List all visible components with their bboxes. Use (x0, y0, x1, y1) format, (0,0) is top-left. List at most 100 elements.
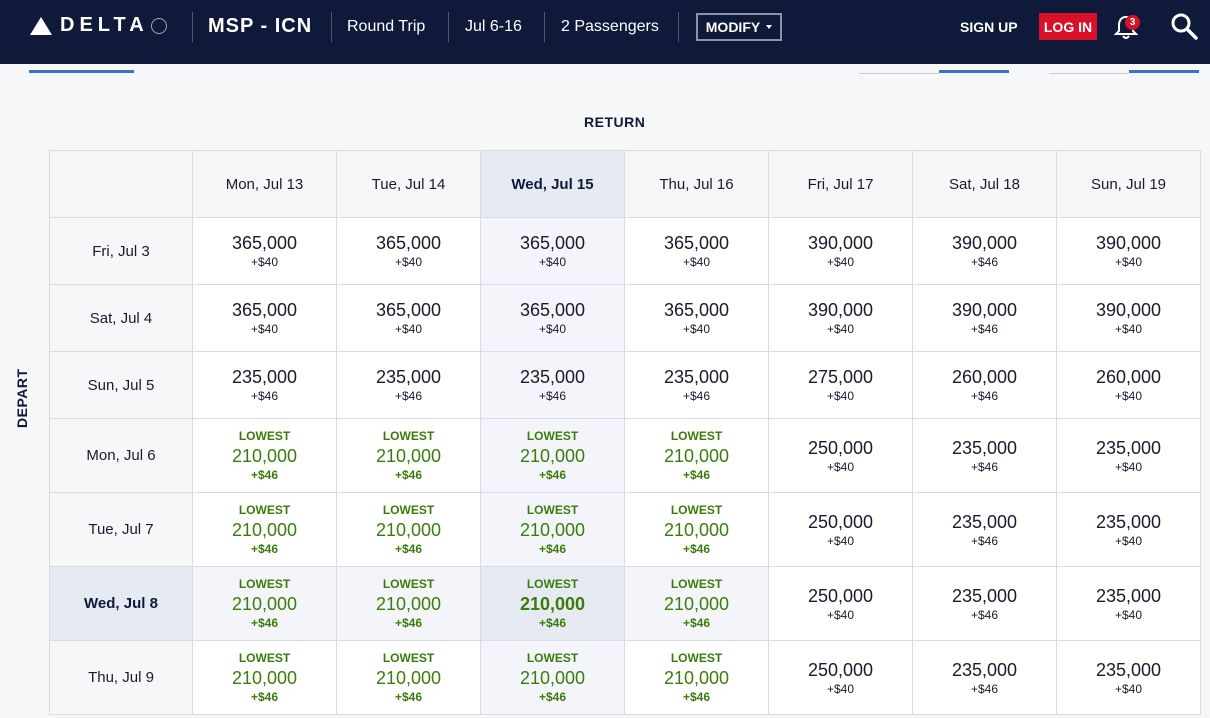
fare-cell[interactable]: 365,000 +$40 (336, 284, 481, 352)
skyteam-icon (150, 17, 167, 34)
fare-taxes: +$46 (970, 681, 999, 696)
tab-indicator[interactable] (1129, 70, 1199, 73)
fare-cell[interactable]: LOWEST 210,000 +$46 (480, 640, 625, 715)
fare-cell[interactable]: 365,000 +$40 (624, 284, 769, 352)
depart-date-header[interactable]: Mon, Jul 6 (49, 418, 193, 493)
fare-cell[interactable]: 235,000 +$46 (192, 351, 337, 419)
modify-button[interactable]: MODIFY (696, 13, 782, 41)
grid-row: Thu, Jul 9 LOWEST 210,000 +$46 LOWEST 210,000… (49, 640, 1201, 715)
fare-miles: 235,000 (951, 585, 1018, 606)
fare-miles: 210,000 (231, 445, 298, 466)
fare-cell[interactable]: 235,000 +$46 (480, 351, 625, 419)
fare-cell[interactable]: 235,000 +$40 (1056, 566, 1201, 641)
fare-cell[interactable]: LOWEST 210,000 +$46 (624, 418, 769, 493)
fare-miles: 365,000 (663, 233, 730, 253)
depart-date-header[interactable]: Sun, Jul 5 (49, 351, 193, 419)
return-date-header[interactable]: Sat, Jul 18 (912, 150, 1057, 218)
fare-miles: 210,000 (519, 519, 586, 540)
fare-cell[interactable]: 390,000 +$40 (768, 284, 913, 352)
tab-indicator[interactable] (939, 70, 1009, 73)
fare-cell[interactable]: 250,000 +$40 (768, 418, 913, 493)
fare-miles: 235,000 (1095, 659, 1162, 680)
fare-cell[interactable]: LOWEST 210,000 +$46 (480, 418, 625, 493)
depart-date-header[interactable]: Wed, Jul 8 (49, 566, 193, 641)
fare-cell[interactable]: 235,000 +$46 (336, 351, 481, 419)
fare-cell[interactable]: 235,000 +$46 (912, 566, 1057, 641)
fare-cell[interactable]: 250,000 +$40 (768, 492, 913, 567)
return-date-header[interactable]: Fri, Jul 17 (768, 150, 913, 218)
search-icon[interactable] (1170, 12, 1198, 40)
fare-taxes: +$46 (394, 689, 423, 704)
depart-date-header[interactable]: Sat, Jul 4 (49, 284, 193, 352)
fare-cell[interactable]: 250,000 +$40 (768, 566, 913, 641)
fare-miles: 260,000 (1095, 367, 1162, 387)
return-date-header[interactable]: Thu, Jul 16 (624, 150, 769, 218)
fare-cell[interactable]: LOWEST 210,000 +$46 (192, 566, 337, 641)
fare-cell[interactable]: 365,000 +$40 (480, 284, 625, 352)
fare-cell[interactable]: 365,000 +$40 (336, 217, 481, 285)
fare-miles: 235,000 (375, 367, 442, 387)
fare-cell[interactable]: 390,000 +$46 (912, 217, 1057, 285)
fare-cell[interactable]: LOWEST 210,000 +$46 (624, 640, 769, 715)
fare-cell[interactable]: LOWEST 210,000 +$46 (480, 566, 625, 641)
sign-up-link[interactable]: SIGN UP (960, 19, 1018, 35)
delta-logo[interactable]: DELTA (30, 14, 167, 37)
fare-cell[interactable]: 235,000 +$40 (1056, 492, 1201, 567)
fare-cell[interactable]: 235,000 +$46 (912, 492, 1057, 567)
fare-cell[interactable]: 235,000 +$46 (912, 640, 1057, 715)
fare-cell[interactable]: LOWEST 210,000 +$46 (336, 640, 481, 715)
fare-cell[interactable]: 260,000 +$46 (912, 351, 1057, 419)
fare-miles: 250,000 (807, 659, 874, 680)
return-date-header[interactable]: Mon, Jul 13 (192, 150, 337, 218)
fare-cell[interactable]: 260,000 +$40 (1056, 351, 1201, 419)
fare-cell[interactable]: LOWEST 210,000 +$46 (192, 640, 337, 715)
fare-miles: 235,000 (1095, 585, 1162, 606)
grid-row: Mon, Jul 6 LOWEST 210,000 +$46 LOWEST 210,000… (49, 418, 1201, 493)
fare-miles: 210,000 (663, 667, 730, 688)
fare-cell[interactable]: 235,000 +$46 (624, 351, 769, 419)
fare-cell[interactable]: 275,000 +$40 (768, 351, 913, 419)
fare-miles: 210,000 (375, 519, 442, 540)
fare-cell[interactable]: LOWEST 210,000 +$46 (624, 492, 769, 567)
fare-cell[interactable]: 390,000 +$40 (1056, 217, 1201, 285)
fare-cell[interactable]: 365,000 +$40 (192, 284, 337, 352)
fare-cell[interactable]: 365,000 +$40 (480, 217, 625, 285)
fare-cell[interactable]: LOWEST 210,000 +$46 (336, 566, 481, 641)
fare-cell[interactable]: 250,000 +$40 (768, 640, 913, 715)
fare-taxes: +$46 (538, 541, 567, 556)
fare-taxes: +$46 (250, 615, 279, 630)
fare-cell[interactable]: LOWEST 210,000 +$46 (480, 492, 625, 567)
log-in-button[interactable]: LOG IN (1039, 13, 1097, 40)
tab-indicator-active[interactable] (29, 70, 134, 73)
fare-cell[interactable]: 235,000 +$46 (912, 418, 1057, 493)
fare-miles: 365,000 (375, 300, 442, 320)
divider (544, 12, 545, 42)
fare-cell[interactable]: 235,000 +$40 (1056, 418, 1201, 493)
fare-miles: 390,000 (1095, 300, 1162, 320)
return-date-header[interactable]: Wed, Jul 15 (480, 150, 625, 218)
lowest-fare-tag: LOWEST (238, 650, 291, 665)
depart-date-header[interactable]: Tue, Jul 7 (49, 492, 193, 567)
divider (192, 12, 193, 42)
fare-cell[interactable]: 390,000 +$46 (912, 284, 1057, 352)
fare-cell[interactable]: 235,000 +$40 (1056, 640, 1201, 715)
fare-miles: 210,000 (519, 593, 586, 614)
fare-taxes: +$46 (394, 541, 423, 556)
fare-cell[interactable]: 390,000 +$40 (768, 217, 913, 285)
depart-date-header[interactable]: Fri, Jul 3 (49, 217, 193, 285)
lowest-fare-tag: LOWEST (670, 428, 723, 443)
fare-cell[interactable]: LOWEST 210,000 +$46 (336, 492, 481, 567)
modify-label: MODIFY (705, 19, 761, 35)
fare-cell[interactable]: 390,000 +$40 (1056, 284, 1201, 352)
fare-cell[interactable]: LOWEST 210,000 +$46 (336, 418, 481, 493)
fare-taxes: +$40 (826, 681, 855, 696)
fare-cell[interactable]: LOWEST 210,000 +$46 (192, 492, 337, 567)
fare-taxes: +$40 (1114, 459, 1143, 474)
return-date-header[interactable]: Sun, Jul 19 (1056, 150, 1201, 218)
fare-cell[interactable]: 365,000 +$40 (192, 217, 337, 285)
depart-date-header[interactable]: Thu, Jul 9 (49, 640, 193, 715)
fare-cell[interactable]: LOWEST 210,000 +$46 (624, 566, 769, 641)
fare-cell[interactable]: 365,000 +$40 (624, 217, 769, 285)
fare-cell[interactable]: LOWEST 210,000 +$46 (192, 418, 337, 493)
return-date-header[interactable]: Tue, Jul 14 (336, 150, 481, 218)
